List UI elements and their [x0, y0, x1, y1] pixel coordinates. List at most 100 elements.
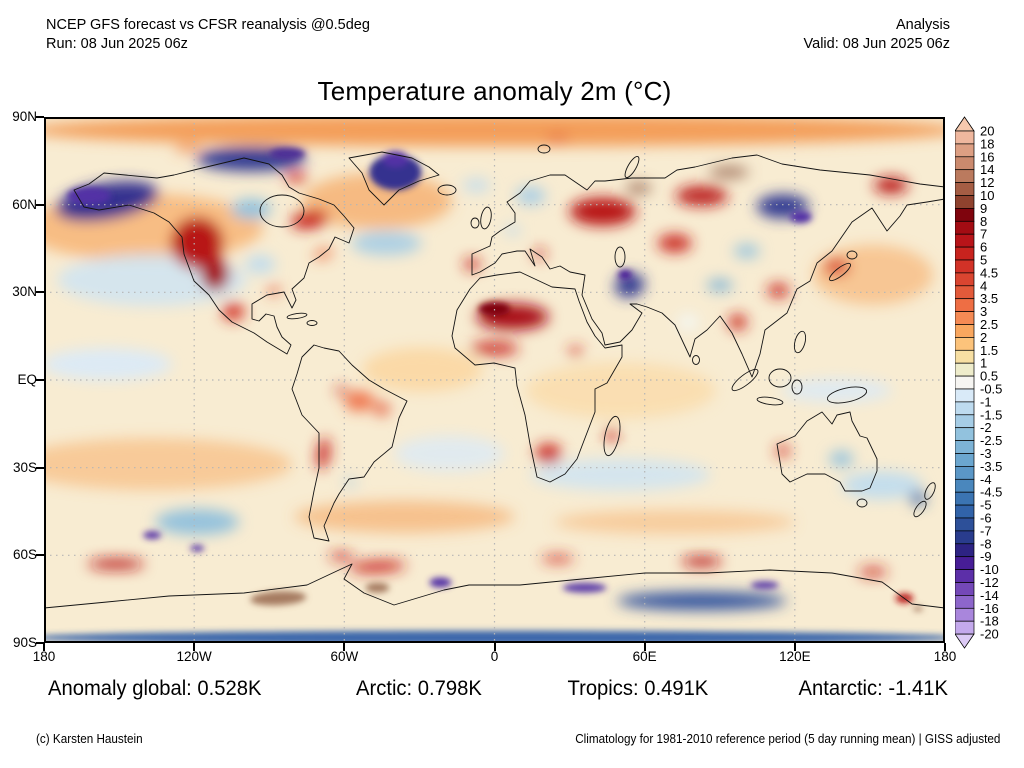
colorbar-cell-24: [955, 440, 975, 454]
anomaly-eant-purple1: [562, 582, 607, 593]
coast-honshu: [829, 262, 851, 282]
anomaly-india-pale: [677, 313, 700, 332]
colorbar-label--1.5: -1.5: [980, 407, 1002, 422]
coast-cuba: [286, 312, 308, 320]
lat-label-60N: 60N: [12, 196, 37, 212]
lon-tick-1-120W: [193, 643, 196, 651]
colorbar-label--18: -18: [980, 614, 999, 629]
anomaly-circum-warm5: [858, 567, 887, 577]
coast-great-britain: [480, 206, 492, 230]
anomaly-eant-cold: [616, 591, 787, 610]
colorbar-label-6: 6: [980, 240, 987, 255]
colorbar-cell-15: [955, 324, 975, 338]
lat-tick-90S: [36, 642, 44, 644]
anomaly-ross-brown: [912, 606, 923, 612]
colorbar-cell-36: [955, 595, 975, 609]
colorbar: 201816141210987654.543.532.521.510.5-0.5…: [955, 116, 1002, 649]
colorbar-label-5: 5: [980, 253, 987, 268]
anomaly-satl-cool: [394, 435, 505, 472]
lon-tick-3-0: [493, 643, 496, 651]
anomaly-tasman-cool: [841, 471, 922, 500]
anomaly-wafrica-warm: [470, 341, 519, 356]
colorbar-label--1: -1: [980, 394, 992, 409]
anomaly-echina-warm: [767, 283, 790, 298]
colorbar-label--7: -7: [980, 523, 992, 538]
mode-line: Analysis: [896, 17, 950, 33]
colorbar-cell-6: [955, 208, 975, 222]
anomaly-seasia-warm: [728, 314, 747, 331]
credit: (c) Karsten Haustein: [36, 731, 143, 746]
anomaly-balkans-warm: [533, 248, 546, 259]
anomaly-tibet-cool: [706, 279, 733, 292]
anomaly-matl-cool-patch: [351, 231, 422, 256]
coast-australia: [776, 411, 878, 492]
colorbar-label-7: 7: [980, 227, 987, 242]
anomaly-drake-warm: [329, 552, 354, 561]
colorbar-label-18: 18: [980, 136, 994, 151]
anomaly-stats-row: Anomaly global: 0.528K Arctic: 0.798K Trop…: [48, 676, 948, 701]
colorbar-label--0.5: -0.5: [980, 382, 1002, 397]
colorbar-label-0.5: 0.5: [980, 369, 998, 384]
anomaly-mongolia-cool: [733, 244, 760, 259]
coast-ireland: [470, 217, 480, 229]
lon-label-4-60E: 60E: [632, 649, 657, 664]
colorbar-label-16: 16: [980, 149, 994, 164]
anomaly-bottom-cold-strip: [44, 630, 945, 643]
lon-tick-2-60W: [343, 643, 346, 651]
lon-tick-5-120E: [793, 643, 796, 651]
colorbar-cell-0: [955, 130, 975, 145]
colorbar-cell-20: [955, 388, 975, 403]
colorbar-cell-27: [955, 478, 975, 493]
coast-hudson-bay: [259, 194, 305, 228]
valid-line: Valid: 08 Jun 2025 06z: [803, 36, 950, 52]
colorbar-cell-30: [955, 517, 975, 532]
lon-label-3-0: 0: [490, 649, 499, 664]
run-line: Run: 08 Jun 2025 06z: [46, 36, 188, 52]
coast-new-guinea: [826, 386, 868, 404]
anomaly-cus-cool: [245, 255, 276, 274]
colorbar-cap-top: [955, 116, 975, 132]
colorbar-label-3.5: 3.5: [980, 291, 998, 306]
coast-africa: [451, 271, 623, 483]
coast-iceland: [437, 184, 457, 196]
coast-novaya-zemlya: [624, 155, 640, 179]
coast-philippines: [793, 330, 807, 354]
anomaly-circum-warm3: [541, 554, 574, 563]
colorbar-cell-11: [955, 272, 975, 287]
anomaly-norwegian-sea-cool: [462, 178, 491, 193]
anomaly-svalbard-warm: [545, 134, 570, 142]
anomaly-spac-cool-band: [155, 509, 240, 536]
anomaly-nz-cold: [909, 491, 926, 506]
lat-tick-60S: [36, 554, 44, 557]
lon-label-5-120E: 120E: [779, 649, 811, 664]
colorbar-cell-32: [955, 543, 975, 558]
lat-label-90S: 90S: [12, 635, 37, 650]
anomaly-horn-warm: [568, 346, 583, 357]
coast-caspian-sea: [614, 246, 626, 268]
anomaly-circum-warm2: [349, 561, 406, 573]
anomaly-baffin-warm: [285, 172, 308, 183]
colorbar-label--9: -9: [980, 549, 992, 564]
colorbar-label--4.5: -4.5: [980, 485, 1002, 500]
colorbar-cell-3: [955, 169, 975, 183]
colorbar-label-3: 3: [980, 304, 987, 319]
anomaly-field-sharp: [44, 147, 945, 643]
anomaly-eant-purple2: [750, 581, 779, 590]
anomaly-brazil-warm: [373, 401, 390, 416]
anomaly-argentina-cool: [344, 478, 357, 487]
coast-nz-south: [913, 500, 927, 518]
anomaly-bering-top-warm: [174, 144, 203, 153]
anomaly-sib-warm: [675, 185, 728, 206]
lon-label-6-180: 180: [933, 649, 957, 664]
colorbar-cell-5: [955, 195, 975, 209]
anomaly-uswest-warm-core: [201, 258, 230, 291]
coast-tasmania: [856, 498, 868, 508]
anomaly-ccanada-cold: [231, 199, 272, 220]
colorbar-cell-9: [955, 246, 975, 261]
colorbar-cell-13: [955, 298, 975, 312]
colorbar-cell-12: [955, 285, 975, 300]
coast-java: [756, 396, 784, 406]
map-plot: [44, 117, 945, 643]
stat-0: Anomaly global: 0.528K: [48, 676, 262, 700]
anomaly-spac-purple1: [143, 531, 162, 540]
